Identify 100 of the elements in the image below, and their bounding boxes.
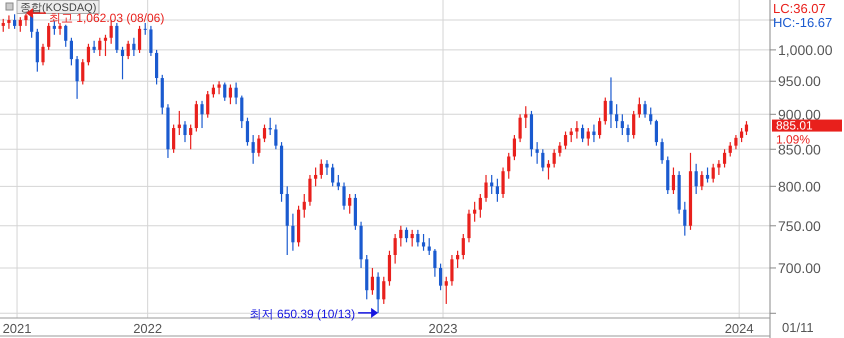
candlestick: [580, 124, 584, 143]
candlestick: [13, 14, 16, 30]
candlestick: [302, 193, 306, 218]
candlestick: [484, 174, 488, 202]
candlestick: [252, 134, 255, 164]
candlestick: [348, 193, 352, 214]
candlestick: [342, 182, 346, 210]
candlestick: [370, 267, 374, 296]
candlestick: [444, 276, 448, 305]
candlestick: [382, 276, 386, 305]
candlestick: [575, 120, 578, 140]
y-tick-label: 700.00: [778, 260, 822, 276]
candlestick: [47, 22, 50, 50]
candlestick: [462, 233, 465, 260]
candlestick: [132, 37, 136, 57]
candlestick: [728, 142, 732, 158]
candlestick: [507, 152, 510, 180]
candlestick: [172, 124, 176, 154]
y-tick-label: 950.00: [778, 73, 822, 90]
candlestick: [604, 96, 607, 126]
candlestick: [638, 96, 641, 118]
candlestick: [654, 119, 658, 146]
candlestick: [336, 174, 340, 191]
candlestick: [586, 127, 590, 146]
chart-title: 종합(KOSDAQ): [20, 2, 96, 14]
candlestick: [570, 127, 573, 143]
candlestick: [558, 142, 562, 158]
candlestick: [376, 272, 380, 314]
text: 01/11: [782, 320, 814, 335]
candlestick: [274, 124, 278, 150]
candlestick: [473, 201, 476, 222]
candlestick: [399, 225, 402, 248]
candlestick: [609, 76, 613, 129]
candlestick: [81, 58, 84, 86]
x-tick-label: 2024: [724, 321, 754, 336]
candlestick: [456, 250, 460, 269]
candlestick: [744, 120, 748, 136]
candlestick: [291, 213, 295, 252]
candlestick: [592, 124, 596, 143]
candlestick: [178, 110, 181, 136]
candlestick: [496, 178, 499, 202]
candlestick: [501, 166, 505, 198]
candlestick: [518, 114, 522, 143]
candlestick: [552, 148, 556, 168]
candlestick: [223, 82, 226, 102]
candlestick: [64, 24, 68, 48]
candlestick: [428, 238, 431, 256]
text: HC:-16.67: [773, 15, 832, 30]
candlestick: [98, 37, 102, 57]
candlestick: [194, 100, 198, 132]
candlestick: [694, 163, 698, 195]
x-tick-label: 2021: [2, 321, 32, 336]
candlestick: [104, 34, 108, 57]
candlestick: [524, 106, 528, 129]
candlestick: [268, 117, 272, 136]
candlestick: [740, 127, 744, 143]
candlestick: [649, 106, 652, 126]
candlestick: [257, 134, 260, 158]
candlestick: [70, 37, 73, 66]
candlestick: [410, 229, 414, 248]
candlestick: [246, 117, 250, 146]
candlestick: [660, 138, 664, 164]
candlestick: [92, 40, 96, 54]
candlestick: [450, 254, 454, 286]
candlestick: [643, 100, 647, 118]
candlestick: [206, 90, 210, 118]
candlestick: [416, 229, 420, 248]
candlestick: [404, 226, 408, 243]
candlestick: [115, 22, 118, 54]
candlestick: [212, 84, 215, 98]
candlestick: [620, 114, 624, 136]
candlestick: [683, 201, 686, 236]
candlestick: [138, 25, 142, 54]
candlestick: [626, 124, 630, 143]
candlestick: [189, 124, 192, 150]
candlestick: [433, 248, 436, 278]
y-tick-label: 750.00: [778, 218, 822, 234]
candlestick: [75, 55, 79, 100]
candlestick: [394, 233, 397, 264]
candlestick: [490, 174, 494, 195]
candlestick: [734, 134, 738, 150]
candlestick: [331, 163, 334, 187]
text: LC:36.07: [773, 1, 826, 16]
candlestick: [126, 40, 130, 60]
x-tick-label: 2022: [133, 321, 162, 336]
candlestick: [320, 158, 323, 180]
candlestick: [541, 148, 544, 172]
x-tick-label: 2023: [428, 321, 458, 336]
annotation: 최저 650.39 (10/13): [250, 306, 356, 321]
candlestick: [632, 110, 636, 140]
candlestick: [478, 193, 482, 218]
candlestick: [512, 134, 516, 161]
candlestick: [58, 22, 62, 36]
candlestick: [120, 46, 124, 80]
candlestick: [712, 163, 715, 184]
candlestick: [149, 25, 153, 57]
candlestick: [2, 18, 5, 32]
candlestick: [234, 82, 238, 105]
candlestick: [86, 43, 90, 66]
candlestick: [18, 16, 22, 32]
